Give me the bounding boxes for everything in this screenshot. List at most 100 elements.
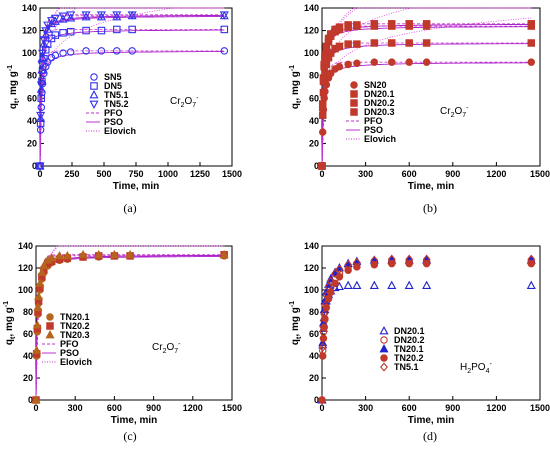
- data-point: [387, 254, 396, 264]
- series-dn20-2: [318, 257, 536, 404]
- legend-label: PSO: [60, 348, 79, 358]
- y-tick-label: 80: [27, 71, 37, 81]
- elovich-curve: [321, 7, 532, 167]
- x-tick-label: 0: [33, 403, 38, 413]
- x-tick-label: 0: [37, 169, 42, 179]
- y-tick-label: 100: [18, 285, 33, 295]
- legend-label: PFO: [364, 116, 383, 126]
- x-tick-label: 300: [68, 403, 83, 413]
- y-tick-label: 100: [304, 48, 319, 58]
- data-point: [37, 94, 46, 103]
- legend-label: PFO: [60, 339, 79, 349]
- data-point: [322, 290, 331, 301]
- legend-label: TN20.1: [60, 312, 90, 322]
- data-point: [387, 280, 397, 289]
- legend-label: DN20.3: [364, 107, 395, 117]
- y-tick-label: 100: [304, 285, 319, 295]
- y-tick-label: 120: [304, 263, 319, 273]
- legend-label: TN20.1: [394, 344, 424, 354]
- data-point: [344, 60, 352, 69]
- legend-label: DN20.2: [394, 335, 425, 345]
- series-dn20-1: [317, 280, 536, 404]
- panel-d: 0 300 600 900 1200 1500 0 20 40 60 80 100 120 140 Time…: [289, 241, 550, 443]
- data-point: [319, 77, 328, 86]
- data-point: [219, 11, 229, 20]
- data-point: [94, 249, 104, 259]
- data-point: [326, 276, 335, 286]
- x-tick-label: 1250: [190, 169, 210, 179]
- data-point: [46, 17, 57, 26]
- data-point: [405, 39, 413, 47]
- x-tick-label: 300: [358, 403, 373, 413]
- data-point: [39, 36, 49, 45]
- series-tn20-2: [318, 259, 536, 404]
- data-point: [318, 396, 326, 404]
- data-point: [66, 27, 75, 36]
- x-tick-label: 900: [445, 403, 460, 413]
- data-point: [46, 18, 57, 28]
- legend-label: DN20.1: [394, 326, 425, 336]
- legend-label: SN20: [364, 80, 387, 90]
- data-point: [50, 14, 60, 24]
- data-point: [422, 58, 431, 66]
- x-tick-label: 1000: [158, 169, 178, 179]
- data-point: [38, 88, 46, 97]
- y-tick-label: 20: [309, 138, 319, 148]
- y-tick-label: 40: [27, 116, 37, 126]
- data-point: [322, 44, 331, 53]
- x-axis-title: Time, min: [408, 181, 455, 192]
- data-point: [38, 52, 48, 62]
- pfo-curve: [39, 29, 225, 167]
- data-point: [81, 12, 91, 21]
- data-point: [220, 25, 229, 34]
- data-point: [320, 62, 328, 71]
- legend-marker: [90, 73, 98, 81]
- pfo-curve: [39, 14, 225, 167]
- legend-label: PSO: [104, 117, 123, 127]
- legend-marker: [380, 354, 388, 362]
- data-point: [97, 47, 106, 55]
- ion-label: Cr2O7-: [152, 341, 181, 355]
- data-point: [405, 58, 413, 66]
- y-tick-label: 60: [23, 329, 33, 339]
- data-point: [352, 280, 362, 289]
- pso-curve: [39, 29, 225, 167]
- legend-marker: [90, 82, 98, 90]
- data-point: [59, 49, 67, 57]
- y-tick-label: 80: [309, 71, 319, 81]
- data-point: [35, 278, 45, 287]
- data-point: [527, 254, 536, 264]
- x-tick-label: 300: [358, 169, 373, 179]
- x-tick-label: 750: [128, 169, 143, 179]
- series-tn5-1: [318, 254, 536, 405]
- data-point: [422, 254, 431, 264]
- data-point: [37, 65, 47, 74]
- data-point: [32, 320, 42, 329]
- legend-marker: [350, 90, 358, 98]
- data-point: [82, 47, 90, 55]
- data-point: [51, 51, 60, 60]
- data-point: [41, 27, 51, 36]
- x-tick-label: 900: [445, 169, 460, 179]
- data-point: [321, 53, 329, 62]
- y-axis-title: qt, mg g-1: [3, 301, 17, 345]
- data-point: [318, 337, 328, 347]
- y-tick-label: 100: [22, 48, 37, 58]
- legend-marker: [379, 326, 389, 335]
- panel-b: 0 300 600 900 1200 1500 0 20 40 60 80 100 120 140 Time…: [289, 3, 550, 215]
- series-tn20-1: [317, 255, 536, 404]
- legend-label: DN5: [104, 81, 122, 91]
- data-point: [344, 260, 353, 270]
- x-tick-label: 1500: [222, 403, 242, 413]
- data-point: [335, 42, 344, 51]
- pso-curve: [39, 51, 225, 167]
- y-tick-label: 0: [314, 161, 319, 171]
- elovich-curve: [321, 17, 532, 167]
- data-point: [343, 280, 353, 289]
- data-point: [405, 254, 414, 264]
- data-point: [66, 11, 76, 20]
- data-point: [128, 47, 136, 55]
- x-tick-label: 600: [402, 169, 417, 179]
